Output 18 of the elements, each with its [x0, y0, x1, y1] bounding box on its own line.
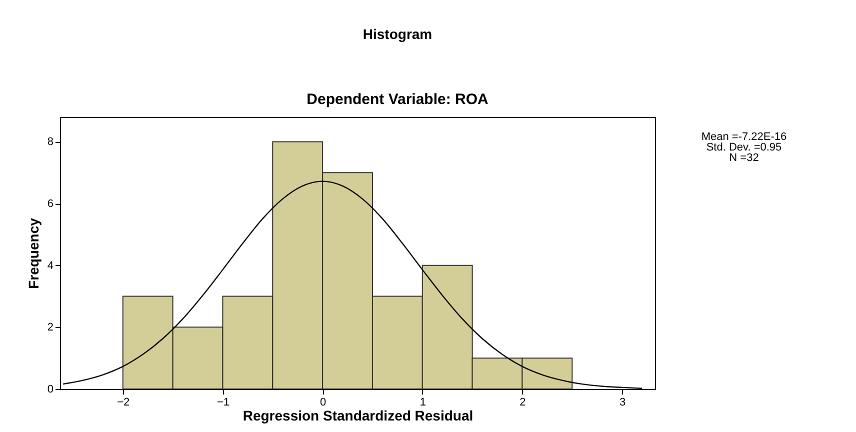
- x-tick-label: −1: [216, 396, 230, 408]
- x-tick-label: 3: [619, 396, 626, 408]
- text: Std. Dev. =0.95: [706, 142, 782, 154]
- x-axis-title: Regression Standardized Residual: [242, 408, 474, 424]
- y-tick-label: 6: [47, 198, 54, 210]
- text: N =32: [729, 152, 759, 164]
- y-axis-title: Frequency: [25, 218, 42, 289]
- chart-title: Histogram: [362, 26, 432, 42]
- x-tick-label: 0: [320, 396, 326, 408]
- y-tick-label: 2: [47, 322, 54, 334]
- y-tick-label: 8: [47, 136, 54, 148]
- x-tick-label: −2: [117, 396, 130, 408]
- text: Mean =-7.22E-16: [701, 131, 787, 143]
- y-tick-label: 0: [47, 384, 54, 396]
- x-tick-label: 2: [520, 396, 526, 408]
- x-tick-label: 1: [420, 396, 426, 408]
- chart-subtitle: Dependent Variable: ROA: [306, 91, 489, 108]
- y-tick-label: 4: [47, 260, 54, 272]
